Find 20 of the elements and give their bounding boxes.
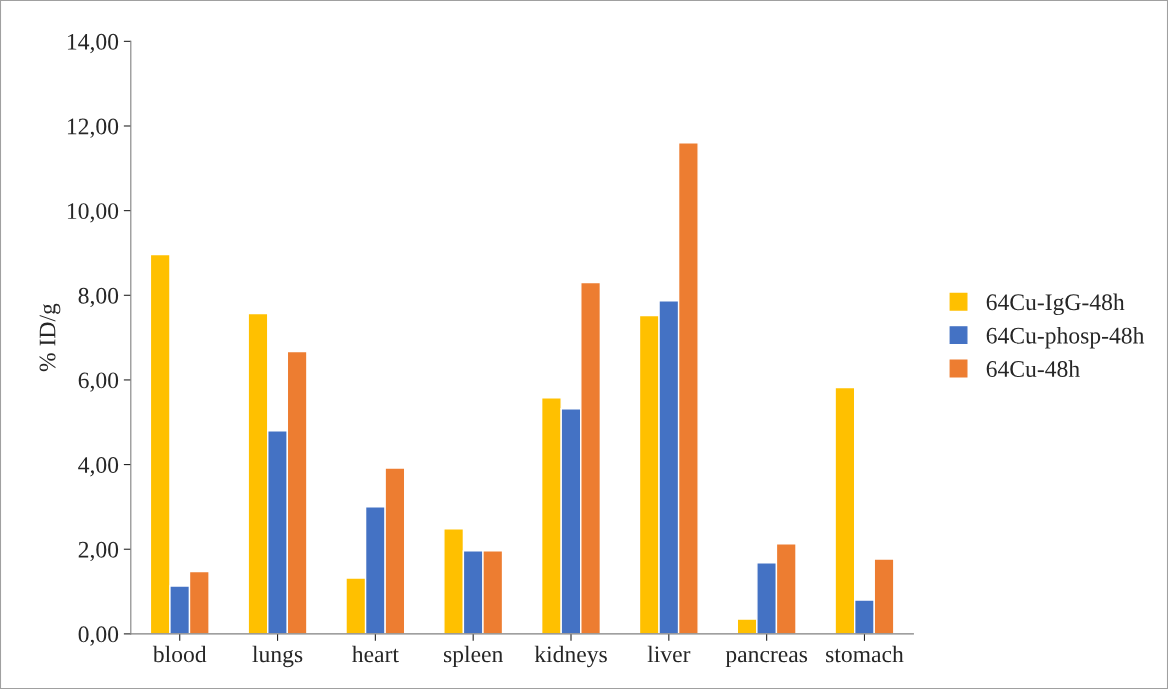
y-axis-title: % ID/g	[39, 303, 61, 372]
x-tick-label: kidneys	[534, 645, 607, 668]
y-tick-label: 10,00	[67, 203, 119, 223]
y-tick-label: 6,00	[78, 372, 119, 392]
y-tick-label: 14,00	[67, 33, 119, 54]
legend-label: 64Cu-IgG-48h	[986, 293, 1125, 316]
x-tick-label: heart	[352, 645, 399, 663]
legend-label: 64Cu-phosp-48h	[986, 327, 1145, 349]
legend-label: 64Cu-48h	[986, 360, 1080, 377]
x-tick-label: lungs	[252, 645, 303, 668]
x-tick-label: liver	[647, 645, 691, 663]
x-tick-label: pancreas	[725, 650, 808, 668]
x-tick-label: blood	[152, 645, 207, 663]
y-tick-label: 12,00	[67, 118, 119, 138]
y-tick-label: 2,00	[78, 541, 119, 562]
y-tick-label: 8,00	[78, 287, 119, 308]
y-tick-label: 0,00	[78, 626, 119, 646]
x-tick-label: spleen	[443, 645, 503, 668]
x-tick-label: stomach	[826, 645, 904, 663]
y-tick-label: 4,00	[78, 457, 119, 477]
